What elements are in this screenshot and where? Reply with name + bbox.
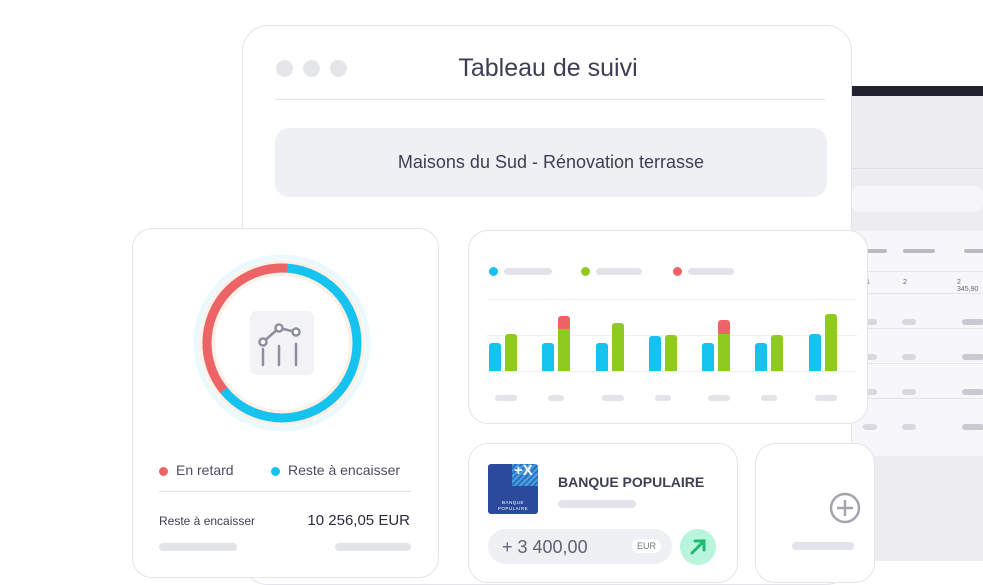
x-tick — [495, 395, 517, 401]
cell-placeholder — [902, 389, 916, 395]
amount-value: + 3 400,00 — [502, 537, 588, 557]
payment-status-card: En retard Reste à encaisser Reste à enca… — [132, 228, 439, 578]
window-dot[interactable] — [303, 60, 320, 77]
legend-label: Reste à encaisser — [288, 462, 401, 478]
bar-red — [718, 320, 730, 334]
late-arc — [202, 263, 362, 423]
bar-blue — [596, 343, 608, 371]
x-tick — [655, 395, 671, 401]
bar-blue — [755, 343, 767, 371]
summary-label: Reste à encaisser — [159, 514, 256, 528]
amount-field[interactable]: + 3 400,00 EUR — [488, 529, 672, 564]
cell-placeholder — [902, 319, 916, 325]
bar-blue — [649, 336, 661, 371]
bar-green — [825, 314, 837, 371]
legend-dot-blue — [489, 267, 498, 276]
legend-remaining: Reste à encaisser — [271, 462, 400, 478]
x-tick — [761, 395, 777, 401]
bar-green — [665, 335, 677, 371]
x-tick — [708, 395, 730, 401]
bank-name: BANQUE POPULAIRE — [558, 474, 705, 490]
cell-placeholder — [902, 354, 916, 360]
bar-green — [505, 334, 517, 371]
bar-red — [558, 316, 570, 329]
bar-green — [771, 335, 783, 371]
cell-placeholder — [902, 424, 916, 430]
bar-green — [718, 334, 730, 371]
bar-green — [612, 323, 624, 371]
bar-blue — [809, 334, 821, 371]
window-dot[interactable] — [330, 60, 347, 77]
plus-circle-icon[interactable] — [828, 491, 862, 525]
summary-value: 10 256,05 EUR — [307, 512, 410, 529]
currency-badge: EUR — [632, 539, 662, 553]
add-account-card[interactable] — [755, 443, 875, 583]
legend-dot-green — [581, 267, 590, 276]
cell-placeholder — [863, 354, 877, 360]
x-tick — [602, 395, 624, 401]
window-dot[interactable] — [276, 60, 293, 77]
legend-dot-red — [673, 267, 682, 276]
cell-placeholder — [962, 319, 983, 325]
cell: 2 — [903, 279, 907, 286]
legend-late: En retard — [159, 462, 234, 478]
banque-populaire-logo: +X BANQUE POPULAIRE — [488, 464, 538, 514]
legend-label: En retard — [176, 462, 234, 478]
x-tick — [815, 395, 837, 401]
cell-placeholder — [863, 319, 877, 325]
bar-blue — [702, 343, 714, 371]
cell-placeholder — [863, 389, 877, 395]
bar-blue — [542, 343, 554, 371]
donut-chart — [193, 254, 371, 432]
bar-green — [558, 329, 570, 371]
cell-placeholder — [962, 424, 983, 430]
cell-placeholder — [863, 424, 877, 430]
bar-chart-card — [468, 230, 868, 424]
cell-placeholder — [962, 354, 983, 360]
chart-line-icon — [258, 323, 301, 367]
bank-account-card[interactable]: +X BANQUE POPULAIRE BANQUE POPULAIRE + 3 … — [468, 443, 738, 583]
arrow-up-right-icon[interactable] — [680, 529, 716, 565]
project-name[interactable]: Maisons du Sud - Rénovation terrasse — [275, 128, 827, 197]
bar-blue — [489, 343, 501, 371]
divider — [275, 99, 825, 100]
cell: 2 345,90 — [957, 279, 979, 293]
x-tick — [548, 395, 564, 401]
data-table: 1 2 2 345,90 — [852, 231, 983, 456]
cell-placeholder — [962, 389, 983, 395]
window-title: Tableau de suivi — [458, 54, 638, 82]
table-search[interactable] — [852, 186, 983, 212]
